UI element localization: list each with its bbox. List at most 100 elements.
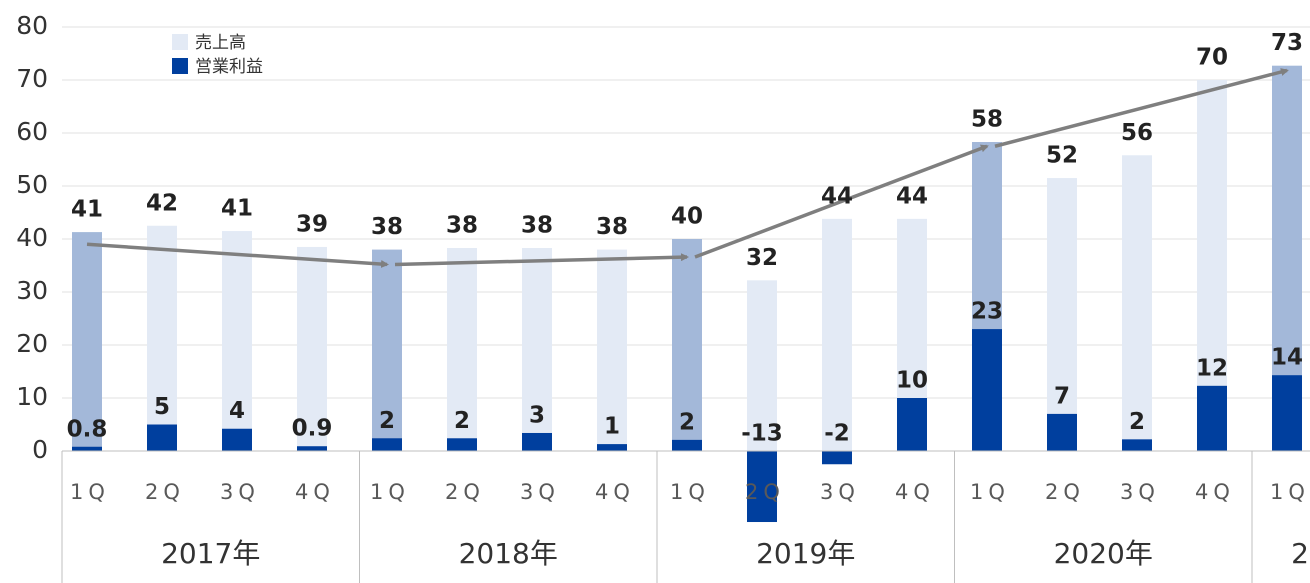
x-tick-label: 1Q — [670, 480, 710, 504]
bar — [1272, 375, 1302, 451]
legend-label: 売上高 — [195, 33, 246, 53]
data-label: 4 — [229, 398, 245, 424]
bar — [1047, 178, 1077, 452]
data-label: 3 — [529, 402, 545, 428]
legend-swatch — [172, 58, 188, 74]
bar — [822, 218, 852, 451]
bar — [297, 246, 327, 451]
x-tick-label: 3Q — [820, 480, 860, 504]
data-label: 38 — [596, 214, 628, 240]
legend-label: 営業利益 — [195, 57, 263, 77]
data-label: 14 — [1271, 345, 1303, 371]
data-label: 23 — [971, 299, 1003, 325]
bar — [822, 451, 852, 465]
data-label: 0.8 — [67, 416, 108, 442]
y-tick-label: 20 — [16, 329, 48, 358]
bar — [747, 451, 777, 523]
data-label: 5 — [154, 394, 170, 420]
bar — [1197, 385, 1227, 451]
bar — [672, 239, 702, 451]
data-label: 40 — [671, 204, 703, 230]
x-tick-label: 4Q — [595, 480, 635, 504]
data-label: 1 — [604, 414, 620, 440]
group-label: 2 — [1291, 537, 1309, 570]
x-tick-label: 2Q — [745, 480, 785, 504]
data-label: 44 — [896, 183, 928, 209]
y-tick-label: 50 — [16, 170, 48, 199]
trend-arrow — [994, 68, 1289, 148]
data-label: 41 — [71, 197, 103, 223]
x-tick-label: 3Q — [220, 480, 260, 504]
trend-arrow — [694, 144, 989, 259]
data-label: 58 — [971, 107, 1003, 133]
bar — [372, 249, 402, 451]
data-label: 32 — [746, 245, 778, 271]
y-tick-label: 80 — [16, 11, 48, 40]
bar — [447, 438, 477, 451]
bar — [297, 446, 327, 451]
trend-arrow — [86, 242, 389, 269]
bar — [72, 446, 102, 451]
y-tick-label: 30 — [16, 276, 48, 305]
bar — [1122, 439, 1152, 451]
data-label: 10 — [896, 368, 928, 394]
group-label: 2020年 — [1054, 537, 1153, 570]
data-label: 7 — [1054, 383, 1070, 409]
trend-arrow — [394, 253, 689, 267]
y-tick-label: 0 — [32, 435, 48, 464]
bar — [372, 438, 402, 451]
bar — [747, 280, 777, 451]
data-label: 0.9 — [292, 416, 333, 442]
data-label: 38 — [521, 213, 553, 239]
bar — [522, 248, 552, 451]
data-label: 41 — [221, 196, 253, 222]
data-label: 38 — [371, 214, 403, 240]
x-tick-label: 2Q — [1045, 480, 1085, 504]
data-label: 2 — [1129, 409, 1145, 435]
x-tick-label: 4Q — [1195, 480, 1235, 504]
x-tick-label: 1Q — [370, 480, 410, 504]
x-tick-label: 3Q — [1120, 480, 1160, 504]
y-tick-label: 10 — [16, 382, 48, 411]
data-label: 42 — [146, 190, 178, 216]
group-label: 2017年 — [161, 537, 260, 570]
group-label: 2019年 — [756, 537, 855, 570]
bar — [147, 225, 177, 451]
data-label: 44 — [821, 183, 853, 209]
data-label: 2 — [454, 408, 470, 434]
x-tick-label: 1Q — [1270, 480, 1310, 504]
data-label: 38 — [446, 213, 478, 239]
bar — [222, 231, 252, 451]
group-label: 2018年 — [459, 537, 558, 570]
bar — [72, 232, 102, 451]
x-tick-label: 2Q — [145, 480, 185, 504]
data-label: 2 — [379, 408, 395, 434]
x-tick-label: 3Q — [520, 480, 560, 504]
x-tick-label: 4Q — [895, 480, 935, 504]
bar — [1047, 413, 1077, 451]
bar — [147, 424, 177, 451]
legend-swatch — [172, 34, 188, 50]
bar — [597, 249, 627, 451]
data-label: 52 — [1046, 143, 1078, 169]
y-tick-label: 40 — [16, 223, 48, 252]
data-label: 12 — [1196, 355, 1228, 381]
y-tick-label: 60 — [16, 117, 48, 146]
bar — [897, 398, 927, 451]
data-label: 39 — [296, 211, 328, 237]
x-tick-label: 1Q — [70, 480, 110, 504]
data-label: -2 — [824, 421, 850, 447]
bar — [1122, 155, 1152, 451]
bar — [972, 329, 1002, 451]
y-tick-label: 70 — [16, 64, 48, 93]
bar — [597, 444, 627, 451]
data-label: 70 — [1196, 45, 1228, 71]
x-tick-label: 4Q — [295, 480, 335, 504]
data-label: 2 — [679, 409, 695, 435]
x-tick-label: 1Q — [970, 480, 1010, 504]
bar — [447, 248, 477, 451]
data-label: 56 — [1121, 120, 1153, 146]
bar — [522, 432, 552, 451]
data-label: -13 — [741, 421, 783, 447]
bar — [672, 439, 702, 451]
